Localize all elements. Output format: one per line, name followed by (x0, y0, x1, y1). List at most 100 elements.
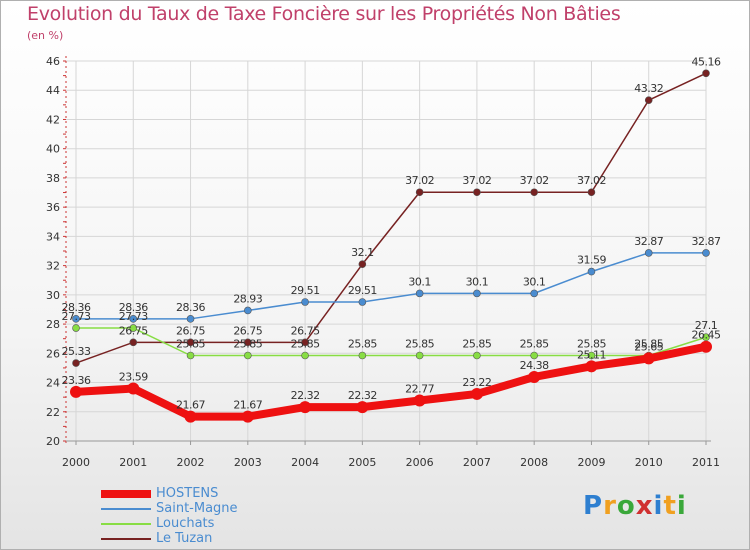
legend-label: HOSTENS (156, 486, 219, 501)
data-point (530, 188, 538, 197)
data-label: 25.85 (634, 338, 663, 351)
data-point (358, 260, 367, 268)
logo-letter: r (603, 491, 617, 521)
data-point (241, 410, 254, 423)
data-label: 22.77 (405, 383, 434, 396)
data-point (644, 96, 653, 104)
data-label: 25.85 (462, 338, 491, 351)
data-point (413, 394, 426, 407)
y-tick-label: 36 (46, 201, 60, 214)
data-label: 30.1 (523, 275, 546, 288)
legend-item: Louchats (101, 516, 321, 531)
logo-letter: t (663, 491, 677, 521)
data-point (301, 298, 309, 306)
data-label: 26.75 (233, 324, 262, 337)
data-point (129, 324, 138, 332)
logo-letter: P (583, 491, 604, 521)
data-point (530, 289, 538, 298)
data-point (702, 69, 710, 78)
data-point (244, 338, 252, 347)
data-label: 26.75 (176, 324, 205, 337)
data-point (644, 249, 653, 257)
data-point (244, 306, 252, 315)
series-line-hostens (72, 342, 710, 421)
data-label: 22.32 (348, 389, 377, 402)
legend-item: HOSTENS (101, 486, 321, 501)
data-point (700, 340, 712, 353)
logo-letter: x (635, 491, 654, 521)
data-label: 30.1 (408, 275, 431, 288)
data-label: 30.1 (466, 275, 489, 288)
data-point (70, 385, 82, 398)
data-label: 37.02 (462, 174, 491, 187)
data-point (72, 315, 80, 323)
x-tick-label: 2002 (177, 456, 205, 469)
data-label: 24.38 (520, 359, 549, 372)
y-tick-label: 42 (46, 113, 60, 126)
legend-label: Le Tuzan (156, 531, 213, 546)
series-line-louchats (75, 327, 707, 357)
data-label: 29.51 (348, 284, 377, 297)
data-point (587, 351, 596, 360)
data-label: 22.32 (291, 389, 320, 402)
data-label: 25.85 (291, 338, 320, 351)
data-label: 27.73 (62, 310, 91, 323)
data-point (129, 315, 138, 323)
data-label: 28.36 (62, 301, 91, 314)
x-tick-label: 2009 (577, 456, 605, 469)
grid-layer (66, 60, 707, 442)
data-label: 25.85 (176, 338, 205, 351)
logo-letter: o (616, 491, 636, 521)
logo-letter: i (676, 491, 687, 521)
data-point (358, 351, 367, 360)
legend-label: Saint-Magne (156, 501, 238, 516)
x-tick-label: 2007 (463, 456, 491, 469)
data-point (470, 387, 483, 400)
data-label: 32.1 (351, 246, 374, 259)
data-point (587, 267, 596, 276)
x-tick-label: 2006 (406, 456, 434, 469)
data-point (72, 324, 80, 332)
legend-item: Le Tuzan (101, 531, 321, 546)
y-tick-label: 46 (46, 55, 60, 68)
y-tick-label: 24 (46, 377, 60, 390)
data-point (244, 351, 252, 360)
legend: HOSTENS Saint-Magne Louchats Le Tuzan (101, 486, 321, 546)
y-tick-label: 26 (46, 347, 60, 360)
data-label: 37.02 (577, 174, 606, 187)
x-tick-label: 2000 (62, 456, 90, 469)
y-tick-label: 20 (46, 435, 60, 448)
data-label: 28.36 (119, 301, 148, 314)
series-line-le-tuzan (75, 72, 707, 364)
data-label: 25.85 (577, 338, 606, 351)
data-label: 26.45 (692, 329, 721, 342)
data-label: 25.65 (634, 340, 663, 353)
legend-swatch (101, 508, 151, 510)
label-layer: 25.33 26.75 26.75 26.75 26.75 32.1 37.02 37.02 3… (62, 55, 722, 412)
y-tick-label: 28 (46, 318, 60, 331)
series-line-saint-magne (75, 252, 707, 320)
data-label: 45.16 (692, 55, 721, 68)
x-tick-label: 2001 (119, 456, 147, 469)
data-point (415, 289, 424, 298)
data-label: 25.85 (405, 338, 434, 351)
data-label: 23.36 (62, 374, 91, 387)
y-tick-label: 38 (46, 172, 60, 185)
x-tick-label: 2010 (635, 456, 663, 469)
y-tick-label: 32 (46, 260, 60, 273)
x-tick-label: 2008 (520, 456, 548, 469)
data-label: 25.85 (233, 338, 262, 351)
data-label: 26.75 (291, 324, 320, 337)
data-label: 25.11 (577, 348, 606, 361)
y-tick-label: 40 (46, 143, 60, 156)
x-tick-label: 2003 (234, 456, 262, 469)
legend-swatch (101, 538, 151, 540)
data-point (473, 188, 481, 197)
data-label: 23.59 (119, 371, 148, 384)
data-label: 21.67 (176, 399, 205, 412)
y-tick-label: 30 (46, 289, 60, 302)
data-label: 28.93 (233, 292, 262, 305)
x-tick-label: 2011 (692, 456, 720, 469)
